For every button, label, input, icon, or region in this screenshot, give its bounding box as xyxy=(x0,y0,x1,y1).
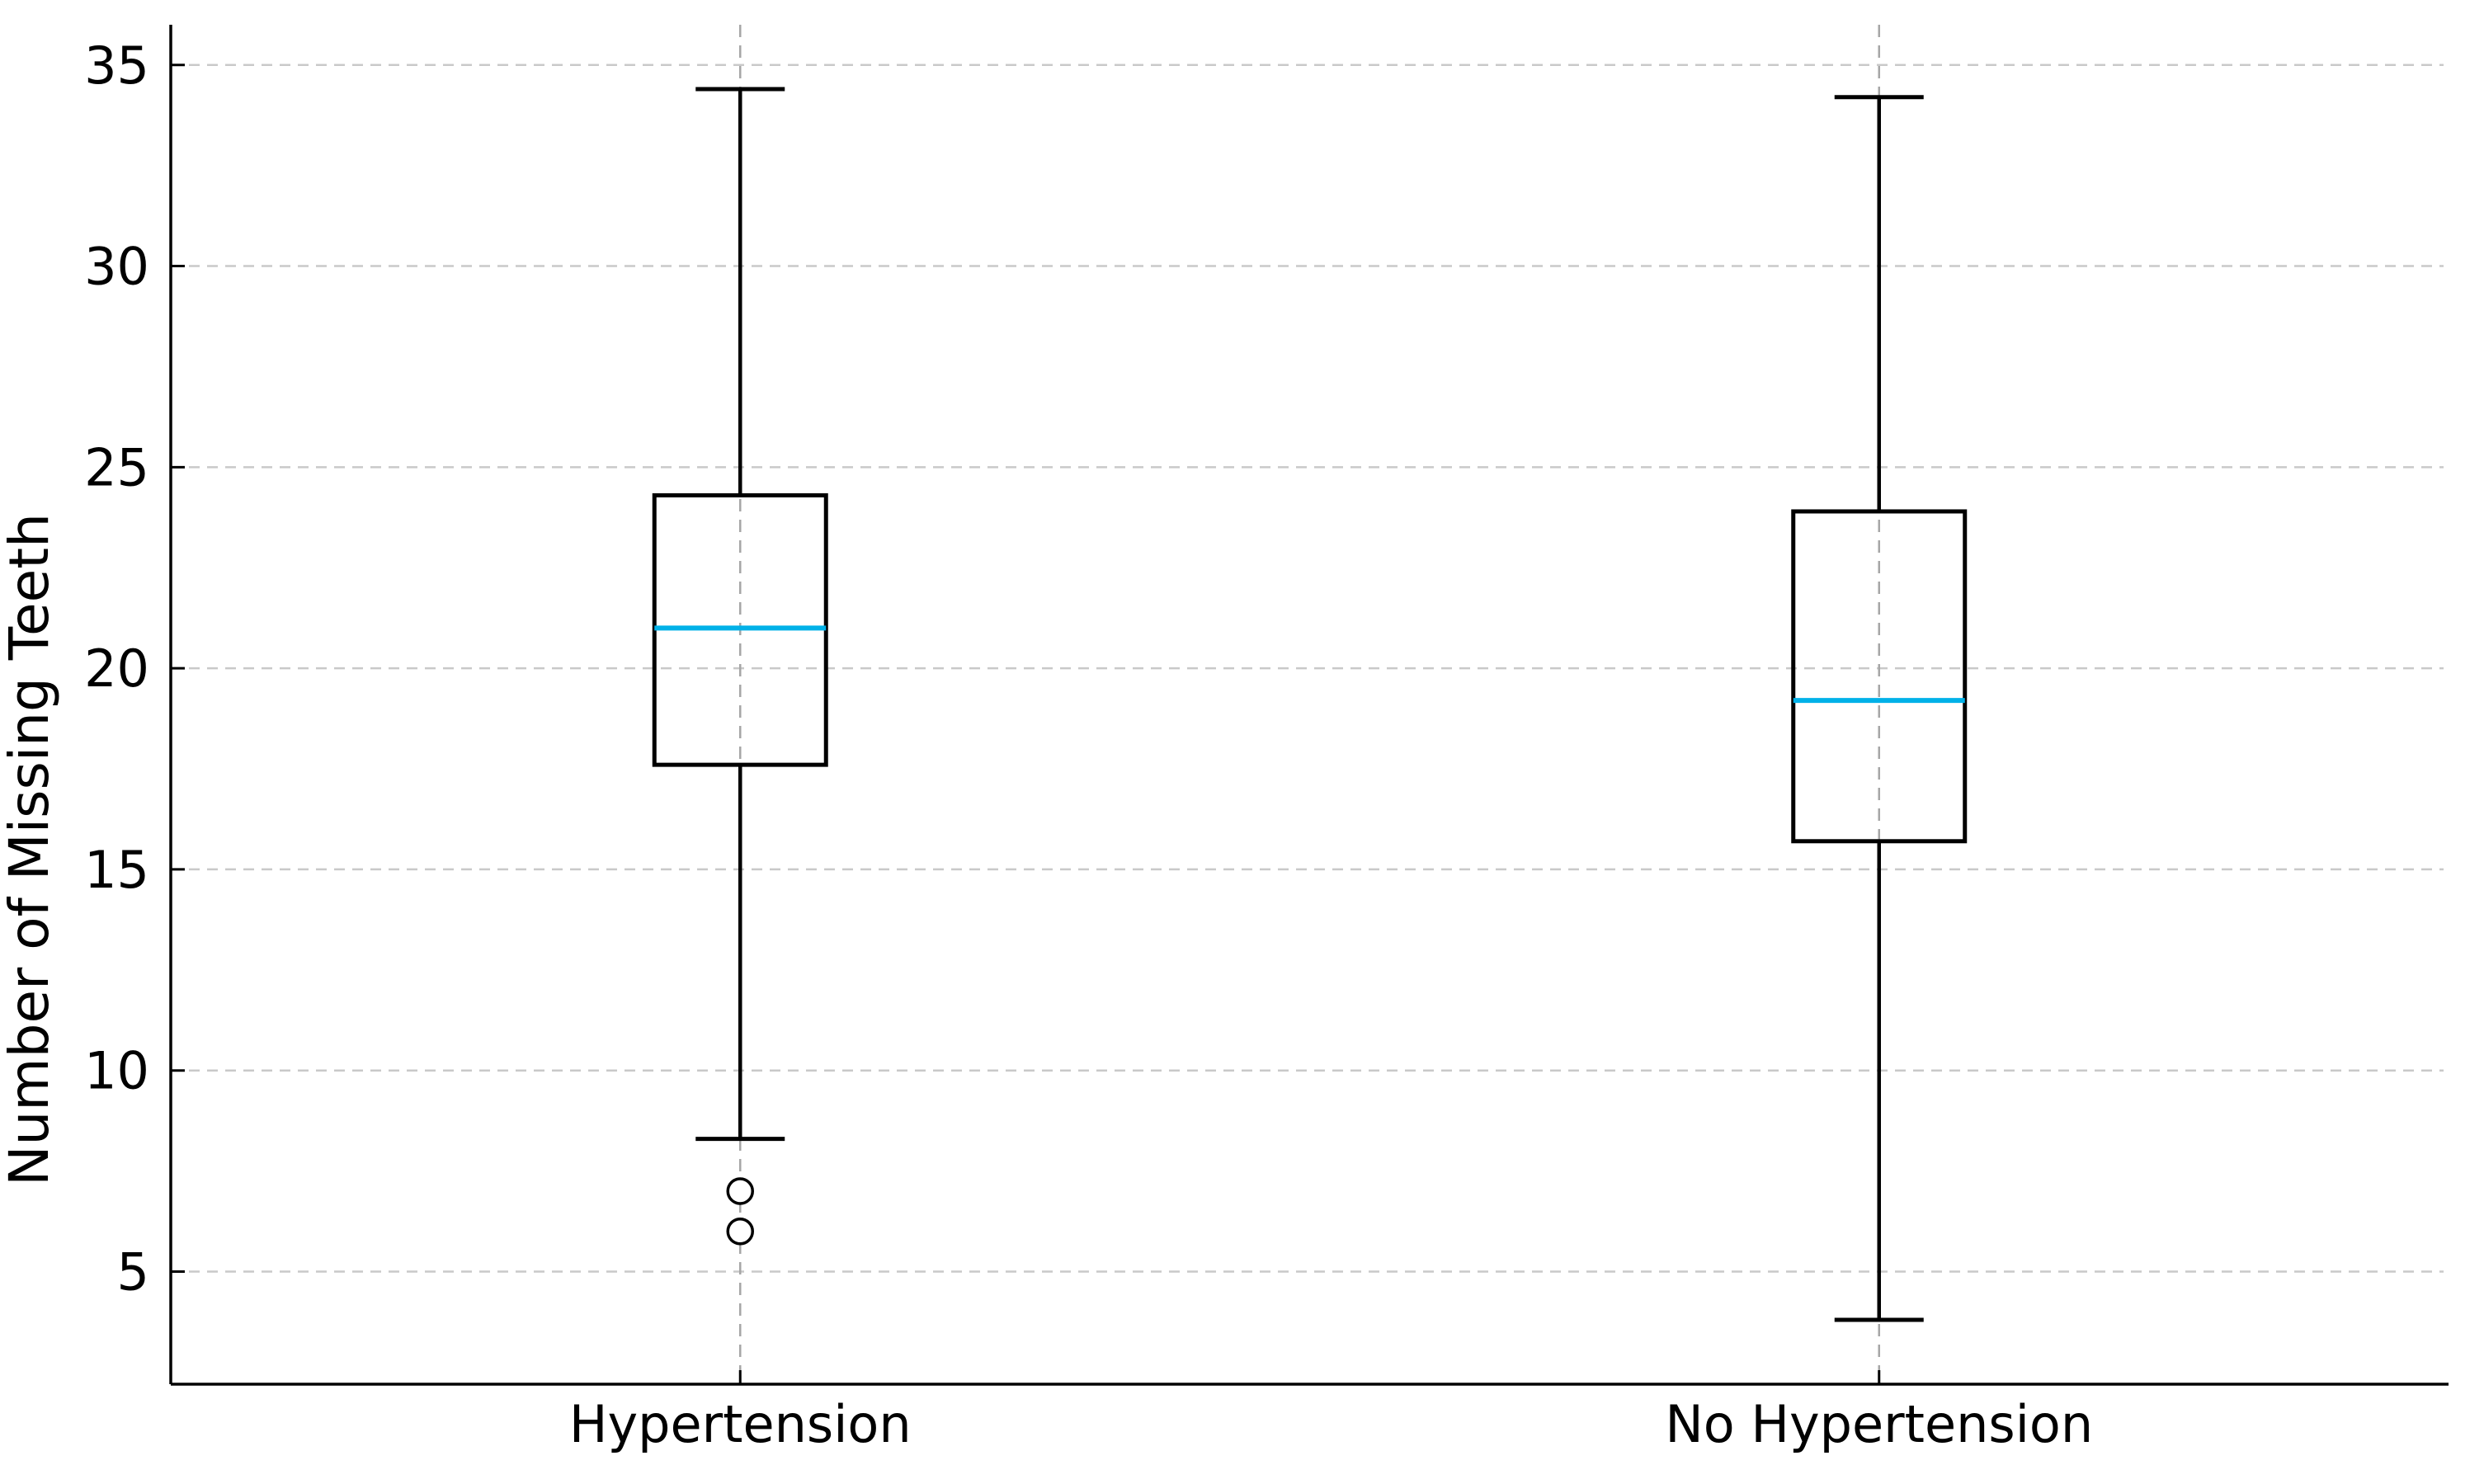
tick-labels-group: 5 10 15 20 25 30 35 Hypertension No Hypertension xyxy=(84,35,2093,1454)
x-tick-label-hypertension: Hypertension xyxy=(569,1394,912,1454)
outlier-point-hypertension xyxy=(726,1217,754,1246)
y-tick-label: 30 xyxy=(84,237,149,297)
y-tick-label: 25 xyxy=(84,437,149,497)
gridlines-group xyxy=(171,25,2444,1384)
y-tick-label: 15 xyxy=(84,840,149,900)
y-tick-label: 20 xyxy=(84,638,149,699)
axes-group xyxy=(169,25,2449,1386)
outlier-point-hypertension xyxy=(726,1177,754,1205)
box-no-hypertension xyxy=(1791,509,1968,844)
y-tick-label: 35 xyxy=(84,35,149,96)
y-axis-label: Number of Missing Teeth xyxy=(0,513,61,1186)
x-tick-label-no-hypertension: No Hypertension xyxy=(1665,1394,2093,1454)
boxes-group xyxy=(652,87,1968,1322)
y-tick-label: 10 xyxy=(84,1041,149,1101)
y-tick-label: 5 xyxy=(117,1241,149,1302)
